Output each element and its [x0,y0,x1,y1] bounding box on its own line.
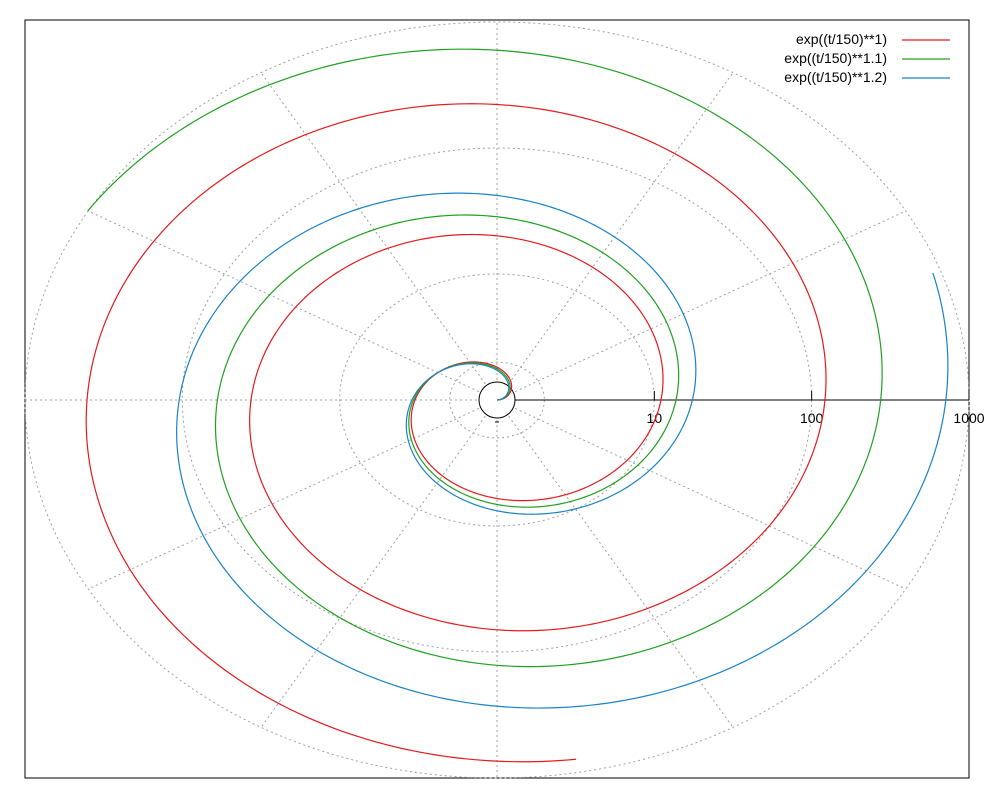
radial-tick-label: 10 [647,410,663,426]
series-line-3 [176,192,949,709]
radial-axis: 10 100 1000 [478,381,985,426]
legend-label-3: exp((t/150)**1.2) [784,69,887,85]
grid-spoke [88,210,498,401]
legend-label-1: exp((t/150)**1) [796,31,887,47]
grid-spoke [496,210,906,401]
legend-label-2: exp((t/150)**1.1) [784,50,887,66]
series-line-2 [87,48,883,668]
legend: exp((t/150)**1) exp((t/150)**1.1) exp((t/1… [784,31,950,85]
series-line-1 [85,103,827,763]
grid-spoke [260,72,498,401]
radial-tick-label: 1000 [953,410,984,426]
grid-spoke [260,399,498,728]
grid-spoke [496,399,906,590]
grid-spoke [496,399,734,728]
series-layer [85,48,949,763]
grid-spoke [88,399,498,590]
radial-tick-label: 100 [800,410,824,426]
grid-spoke [496,72,734,401]
